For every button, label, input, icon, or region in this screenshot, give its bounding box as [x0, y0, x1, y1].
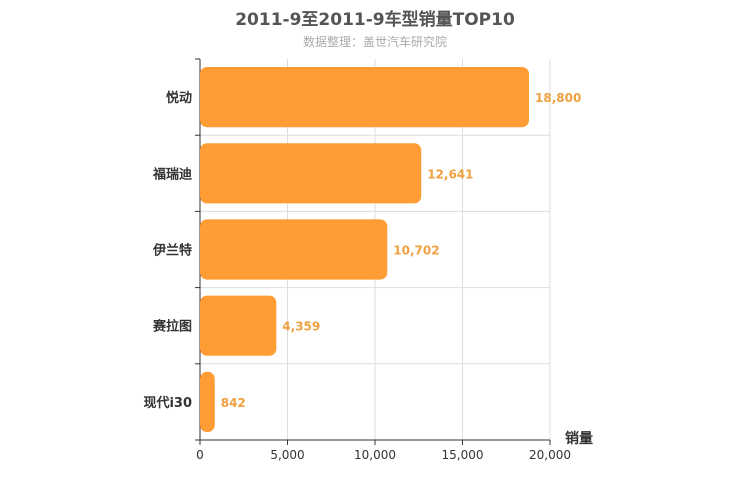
- x-tick-label: 15,000: [442, 448, 484, 462]
- chart-title: 2011-9至2011-9车型销量TOP10: [235, 10, 515, 30]
- x-axis-title: 销量: [565, 430, 593, 447]
- x-tick-label: 0: [196, 448, 204, 462]
- category-label: 赛拉图: [152, 319, 192, 335]
- bar: [200, 219, 388, 280]
- bar: [200, 371, 215, 432]
- chart-subtitle: 数据整理：盖世汽车研究院: [302, 35, 447, 49]
- bar: [200, 67, 529, 128]
- category-label: 福瑞迪: [152, 166, 192, 182]
- value-label: 18,800: [535, 91, 581, 105]
- value-label: 12,641: [427, 167, 473, 181]
- category-label: 现代i30: [143, 395, 192, 411]
- value-label: 10,702: [393, 244, 439, 258]
- bar: [200, 143, 422, 204]
- category-label: 悦动: [166, 90, 192, 106]
- bar: [200, 295, 277, 356]
- category-label: 伊兰特: [152, 243, 192, 259]
- x-tick-label: 10,000: [354, 448, 396, 462]
- x-tick-label: 5,000: [270, 448, 304, 462]
- x-tick-label: 20,000: [529, 448, 571, 462]
- value-label: 4,359: [282, 320, 320, 334]
- value-label: 842: [221, 396, 246, 410]
